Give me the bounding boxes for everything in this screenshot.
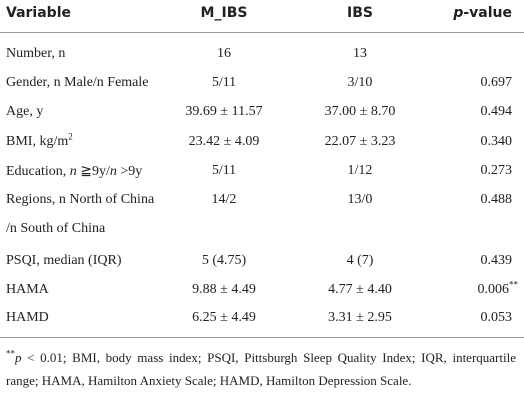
cell: Regions, n North of China [6, 192, 155, 207]
cell-text: BMI, kg/m [6, 134, 69, 149]
cell-text: 0.006 [477, 282, 510, 297]
cell: 3/10 [347, 75, 373, 90]
footnote: **p < 0.01; BMI, body mass index; PSQI, … [6, 346, 516, 392]
cell: PSQI, median (IQR) [6, 253, 122, 268]
cell: 5/11 [211, 163, 237, 178]
cell: 23.42 ± 4.09 [188, 134, 260, 149]
cell: 22.07 ± 3.23 [324, 134, 396, 149]
footnote-italic: p [15, 350, 22, 365]
cell: Number, n [6, 46, 66, 61]
cell: 4.77 ± 4.40 [328, 282, 392, 297]
cell: 0.273 [480, 163, 513, 178]
cell: 0.439 [480, 253, 513, 268]
superscript: 2 [68, 131, 73, 142]
cell: 6.25 ± 4.49 [192, 310, 256, 325]
cell-text: >9y [116, 164, 143, 179]
row: HAMD 6.25 ± 4.49 3.31 ± 2.95 0.053 [0, 310, 524, 330]
cell: Education, n ≧9y/n >9y [6, 163, 142, 180]
cell: 9.88 ± 4.49 [192, 282, 256, 297]
cell: 14/2 [211, 192, 237, 207]
row: Education, n ≧9y/n >9y 5/11 1/12 0.273 [0, 163, 524, 183]
cell: HAMD [6, 310, 49, 325]
header-italic: p [453, 5, 464, 21]
footnote-mark: ** [6, 348, 15, 359]
header-cell: Variable [6, 5, 71, 21]
cell: 0.488 [480, 192, 513, 207]
cell-text: ≧9y/ [76, 164, 110, 179]
cell: 4 (7) [346, 253, 374, 268]
header-text: -value [463, 5, 512, 21]
cell: BMI, kg/m2 [6, 131, 73, 150]
cell: Age, y [6, 104, 44, 119]
row: Regions, n North of China /n South of Ch… [0, 192, 524, 236]
cell: 0.340 [480, 134, 513, 149]
cell: 39.69 ± 11.57 [185, 104, 263, 119]
cell-text: Education, [6, 164, 70, 179]
cell: 5 (4.75) [201, 253, 247, 268]
row: HAMA 9.88 ± 4.49 4.77 ± 4.40 0.006** [0, 279, 524, 302]
bottom-rule [0, 337, 524, 338]
cell: 0.697 [480, 75, 513, 90]
cell: /n South of China [6, 221, 106, 236]
row: Gender, n Male/n Female 5/11 3/10 0.697 [0, 75, 524, 95]
cell: 16 [217, 46, 231, 61]
cell-italic: n [109, 164, 117, 179]
header-cell: M_IBS [200, 5, 248, 21]
header-rule [0, 32, 524, 33]
cell: 0.494 [480, 104, 513, 119]
row: BMI, kg/m2 23.42 ± 4.09 22.07 ± 3.23 0.3… [0, 131, 524, 154]
header-cell: IBS [347, 5, 373, 21]
header-cell: p-value [453, 5, 512, 21]
footnote-text: < 0.01; BMI, body mass index; PSQI, Pitt… [6, 350, 516, 388]
cell: 5/11 [211, 75, 237, 90]
cell: 1/12 [347, 163, 373, 178]
cell: 13/0 [347, 192, 373, 207]
cell: 37.00 ± 8.70 [324, 104, 396, 119]
row: PSQI, median (IQR) 5 (4.75) 4 (7) 0.439 [0, 253, 524, 273]
cell: Gender, n Male/n Female [6, 75, 149, 90]
cell: HAMA [6, 282, 49, 297]
superscript: ** [509, 279, 518, 290]
cell: 0.006** [477, 279, 519, 298]
cell: 3.31 ± 2.95 [328, 310, 392, 325]
cell: 0.053 [480, 310, 513, 325]
cell: 13 [353, 46, 367, 61]
row: Number, n 16 13 [0, 46, 524, 66]
row: Age, y 39.69 ± 11.57 37.00 ± 8.70 0.494 [0, 104, 524, 124]
cell-italic: n [69, 164, 77, 179]
